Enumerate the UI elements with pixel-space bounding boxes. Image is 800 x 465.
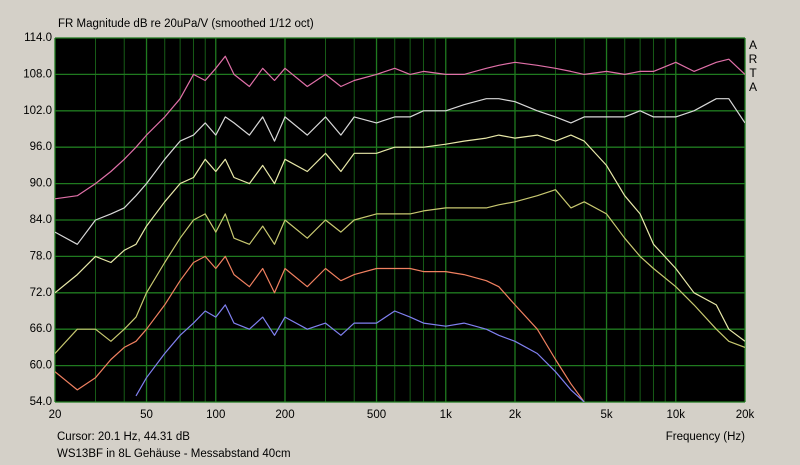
y-tick-label: 90.0 bbox=[30, 178, 52, 190]
chart-title: FR Magnitude dB re 20uPa/V (smoothed 1/1… bbox=[58, 18, 314, 30]
x-tick-label: 100 bbox=[206, 409, 225, 421]
x-tick-label: 200 bbox=[275, 409, 294, 421]
x-tick-label: 20k bbox=[736, 409, 755, 421]
x-tick-label: 2k bbox=[509, 409, 521, 421]
series-line bbox=[135, 304, 585, 402]
y-tick-label: 72.0 bbox=[30, 287, 52, 299]
y-tick-label: 114.0 bbox=[24, 32, 52, 44]
y-tick-label: 60.0 bbox=[30, 360, 52, 372]
y-tick-label: 66.0 bbox=[30, 323, 52, 335]
series-line bbox=[55, 98, 745, 245]
y-tick-label: 54.0 bbox=[30, 396, 52, 408]
x-tick-label: 50 bbox=[140, 409, 153, 421]
y-tick-label: 84.0 bbox=[30, 214, 52, 226]
series-line bbox=[55, 134, 745, 342]
series-line bbox=[55, 189, 745, 354]
brand: ARTA bbox=[746, 38, 760, 94]
x-axis-label: Frequency (Hz) bbox=[666, 431, 745, 443]
x-tick-label: 1k bbox=[440, 409, 452, 421]
x-tick-label: 5k bbox=[600, 409, 612, 421]
x-tick-label: 10k bbox=[666, 409, 685, 421]
x-tick-label: 500 bbox=[367, 409, 386, 421]
y-tick-label: 102.0 bbox=[23, 105, 52, 117]
plot-lines bbox=[55, 55, 745, 402]
series-line bbox=[55, 255, 585, 402]
x-tick-label: 20 bbox=[49, 409, 62, 421]
y-tick-label: 96.0 bbox=[30, 141, 52, 153]
y-tick-label: 108.0 bbox=[23, 68, 52, 80]
cursor-readout: Cursor: 20.1 Hz, 44.31 dB bbox=[57, 431, 190, 443]
y-tick-label: 78.0 bbox=[30, 250, 52, 262]
series-line bbox=[55, 55, 745, 200]
caption: WS13BF in 8L Gehäuse - Messabstand 40cm bbox=[57, 448, 291, 460]
